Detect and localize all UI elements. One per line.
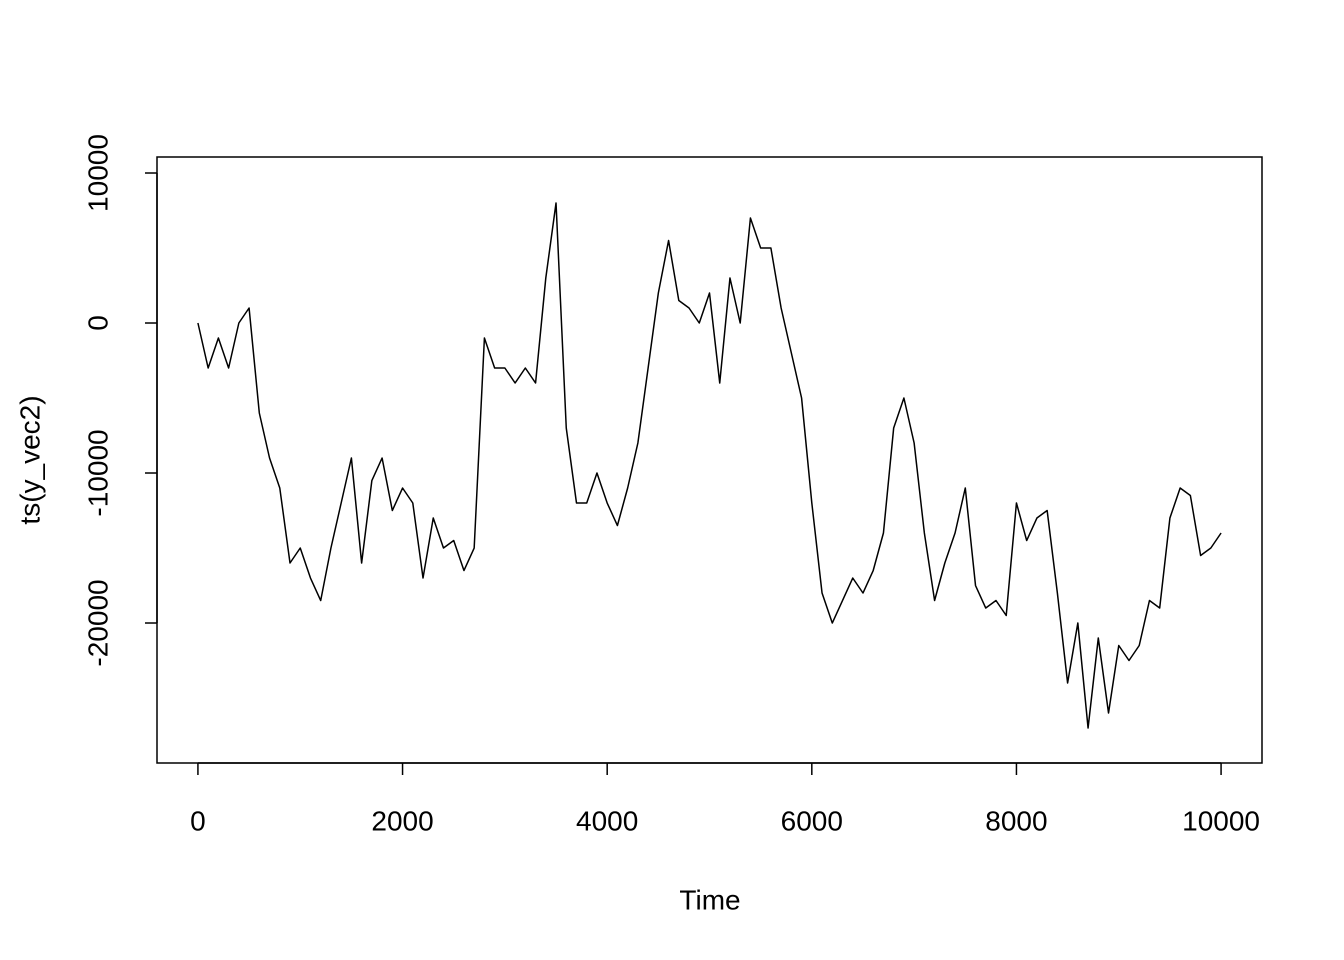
y-tick-label: 0 (82, 315, 113, 331)
data-line (197, 202, 1222, 729)
x-tick-label: 4000 (576, 805, 638, 836)
plot-box (156, 156, 1263, 764)
x-tick-label: 6000 (781, 805, 843, 836)
x-tick-label: 2000 (371, 805, 433, 836)
y-tick-label: 10000 (82, 134, 113, 212)
y-axis-label: ts(y_vec2) (14, 395, 45, 524)
x-tick-label: 8000 (985, 805, 1047, 836)
y-tick-label: -20000 (82, 579, 113, 666)
x-tick-label: 0 (190, 805, 206, 836)
x-tick-label: 10000 (1182, 805, 1260, 836)
x-axis-label: Time (679, 884, 740, 915)
y-tick-label: -10000 (82, 429, 113, 516)
